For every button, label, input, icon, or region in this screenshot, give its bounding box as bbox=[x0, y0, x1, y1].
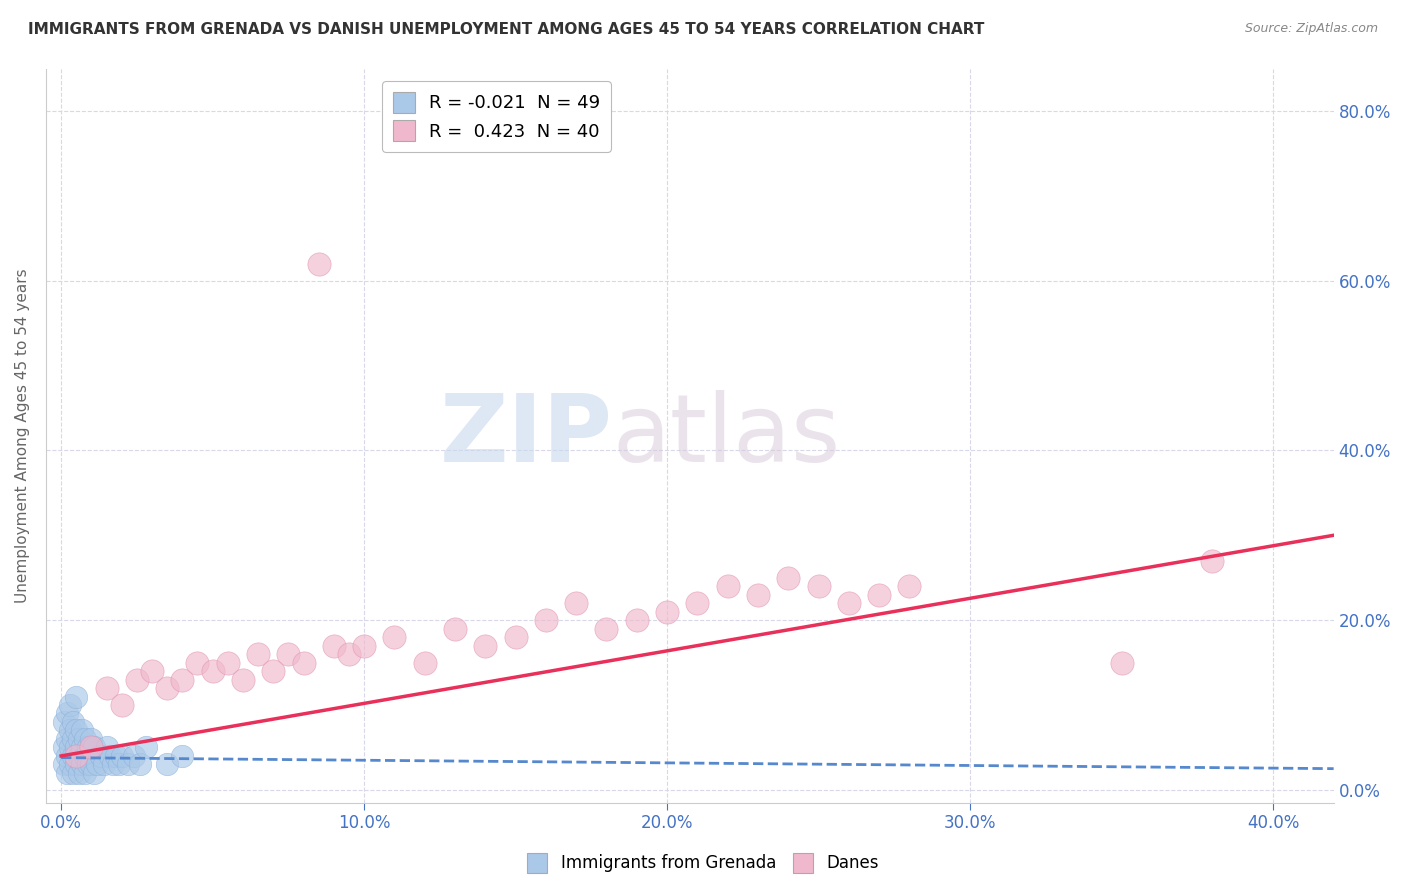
Point bbox=[77, 740, 100, 755]
Point bbox=[292, 656, 315, 670]
Point bbox=[686, 596, 709, 610]
Point bbox=[308, 257, 330, 271]
Text: ZIP: ZIP bbox=[440, 390, 613, 482]
Point bbox=[72, 757, 94, 772]
Point bbox=[172, 673, 194, 687]
Point bbox=[156, 757, 179, 772]
Point bbox=[413, 656, 436, 670]
Point bbox=[186, 656, 208, 670]
Point bbox=[83, 765, 105, 780]
Point bbox=[111, 698, 134, 712]
Point bbox=[898, 579, 921, 593]
Point bbox=[93, 757, 115, 772]
Point bbox=[67, 765, 90, 780]
Point bbox=[65, 748, 87, 763]
Point bbox=[56, 765, 79, 780]
Point bbox=[111, 748, 134, 763]
Point bbox=[232, 673, 254, 687]
Point bbox=[65, 690, 87, 704]
Point bbox=[53, 757, 76, 772]
Y-axis label: Unemployment Among Ages 45 to 54 years: Unemployment Among Ages 45 to 54 years bbox=[15, 268, 30, 603]
Point bbox=[717, 579, 740, 593]
Point bbox=[277, 647, 299, 661]
Point bbox=[247, 647, 270, 661]
Point bbox=[53, 740, 76, 755]
Point bbox=[141, 664, 163, 678]
Point bbox=[75, 731, 97, 746]
Point bbox=[117, 757, 139, 772]
Point bbox=[1111, 656, 1133, 670]
Point bbox=[67, 731, 90, 746]
Point bbox=[505, 630, 527, 644]
Point bbox=[474, 639, 496, 653]
Point bbox=[53, 714, 76, 729]
Point bbox=[807, 579, 830, 593]
Point bbox=[1201, 554, 1223, 568]
Point bbox=[534, 613, 557, 627]
Point bbox=[384, 630, 406, 644]
Point bbox=[56, 731, 79, 746]
Legend: R = -0.021  N = 49, R =  0.423  N = 40: R = -0.021 N = 49, R = 0.423 N = 40 bbox=[382, 81, 612, 152]
Point bbox=[65, 740, 87, 755]
Point bbox=[80, 757, 103, 772]
Point bbox=[59, 757, 82, 772]
Point bbox=[104, 748, 127, 763]
Point bbox=[122, 748, 145, 763]
Point bbox=[75, 765, 97, 780]
Point bbox=[65, 757, 87, 772]
Point bbox=[778, 571, 800, 585]
Legend: Immigrants from Grenada, Danes: Immigrants from Grenada, Danes bbox=[520, 847, 886, 880]
Point bbox=[262, 664, 284, 678]
Point bbox=[125, 673, 148, 687]
Point bbox=[59, 723, 82, 738]
Point bbox=[135, 740, 157, 755]
Point bbox=[89, 748, 111, 763]
Text: atlas: atlas bbox=[613, 390, 841, 482]
Point bbox=[59, 698, 82, 712]
Point bbox=[75, 748, 97, 763]
Point bbox=[201, 664, 224, 678]
Point bbox=[56, 706, 79, 721]
Point bbox=[353, 639, 375, 653]
Point bbox=[72, 723, 94, 738]
Point bbox=[80, 731, 103, 746]
Point bbox=[444, 622, 467, 636]
Point bbox=[98, 748, 121, 763]
Point bbox=[156, 681, 179, 695]
Point bbox=[62, 731, 84, 746]
Text: IMMIGRANTS FROM GRENADA VS DANISH UNEMPLOYMENT AMONG AGES 45 TO 54 YEARS CORRELA: IMMIGRANTS FROM GRENADA VS DANISH UNEMPL… bbox=[28, 22, 984, 37]
Point bbox=[62, 748, 84, 763]
Point bbox=[128, 757, 150, 772]
Point bbox=[655, 605, 678, 619]
Point bbox=[868, 588, 890, 602]
Point bbox=[322, 639, 344, 653]
Point bbox=[62, 765, 84, 780]
Point bbox=[595, 622, 617, 636]
Point bbox=[67, 748, 90, 763]
Point bbox=[172, 748, 194, 763]
Point bbox=[77, 757, 100, 772]
Point bbox=[838, 596, 860, 610]
Point bbox=[56, 748, 79, 763]
Point bbox=[626, 613, 648, 627]
Point bbox=[65, 723, 87, 738]
Point bbox=[101, 757, 124, 772]
Point bbox=[72, 740, 94, 755]
Point bbox=[565, 596, 588, 610]
Point bbox=[83, 740, 105, 755]
Point bbox=[217, 656, 239, 670]
Point bbox=[80, 740, 103, 755]
Point bbox=[747, 588, 769, 602]
Point bbox=[96, 681, 118, 695]
Point bbox=[337, 647, 360, 661]
Point bbox=[107, 757, 129, 772]
Point bbox=[96, 740, 118, 755]
Point bbox=[62, 714, 84, 729]
Text: Source: ZipAtlas.com: Source: ZipAtlas.com bbox=[1244, 22, 1378, 36]
Point bbox=[86, 757, 108, 772]
Point bbox=[59, 740, 82, 755]
